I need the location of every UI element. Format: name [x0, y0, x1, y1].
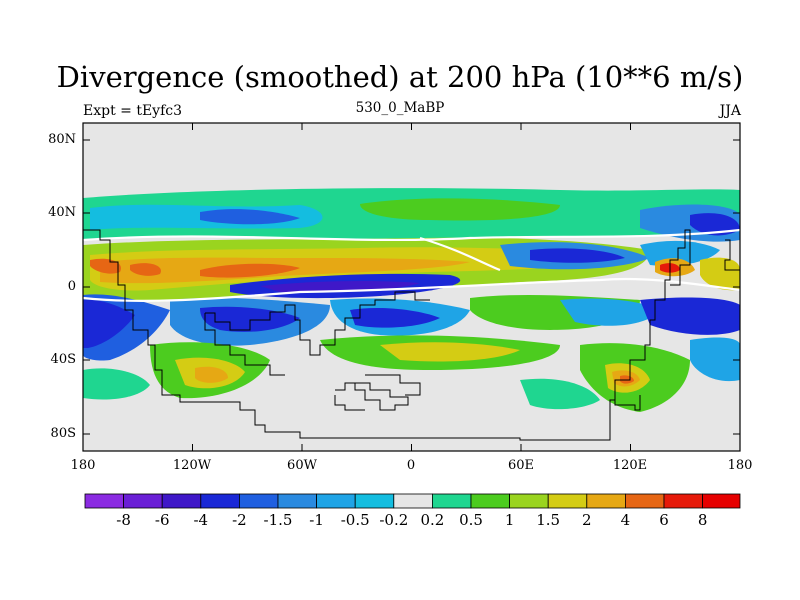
colorbar-box-14	[625, 493, 665, 509]
colorbar-box-4	[238, 493, 279, 509]
colorbar-label: 2	[582, 511, 592, 529]
colorbar-box-3	[200, 493, 240, 509]
colorbar-box-0	[84, 493, 124, 509]
colorbar-label: -8	[116, 511, 131, 529]
lon-label-0: 0	[406, 458, 416, 473]
colorbar-box-5	[277, 493, 317, 509]
colorbar-label: -0.5	[340, 511, 370, 529]
lon-label-60w: 60W	[287, 458, 317, 473]
lat-label-40n: 40N	[48, 205, 76, 220]
lat-label-40s: 40S	[50, 352, 76, 367]
colorbar-label: 4	[620, 511, 631, 529]
colorbar-label: -1	[309, 511, 324, 529]
lon-label-180e: 180	[727, 458, 753, 473]
colorbar-box-7	[354, 493, 395, 509]
lon-label-60e: 60E	[507, 458, 535, 473]
colorbar-box-15	[663, 493, 703, 509]
colorbar-box-1	[123, 493, 163, 509]
colorbar-box-8	[393, 493, 433, 509]
lon-label-180w: 180	[70, 458, 96, 473]
divergence-field	[83, 188, 740, 412]
colorbar-label: -4	[193, 511, 209, 529]
colorbar-label: 0.5	[459, 511, 483, 529]
experiment-label: Expt = tEyfc3	[83, 103, 183, 119]
colorbar-label: 1.5	[536, 511, 561, 529]
colorbar-box-9	[431, 493, 472, 509]
case-label: 530_0_MaBP	[355, 100, 445, 116]
zero-contours	[83, 228, 740, 302]
plot-title: Divergence (smoothed) at 200 hPa (10**6 …	[56, 60, 744, 94]
colorbar-box-16	[702, 493, 741, 509]
colorbar-label: 1	[504, 511, 515, 529]
colorbar-box-11	[509, 493, 549, 509]
coastlines	[83, 229, 740, 441]
colorbar-box-12	[547, 493, 588, 509]
axis-ticks	[82, 123, 741, 451]
colorbar-label: -0.2	[379, 511, 409, 529]
lat-label-80s: 80S	[50, 426, 76, 441]
lon-label-120w: 120W	[172, 458, 212, 473]
colorbar-box-13	[586, 493, 626, 509]
colorbar-box-6	[316, 493, 356, 509]
colorbar-label: -2	[232, 511, 247, 529]
colorbar-label: 6	[659, 511, 669, 529]
lat-label-80n: 80N	[48, 132, 76, 147]
colorbar-box-2	[161, 493, 202, 509]
colorbar-label: -1.5	[263, 511, 293, 529]
colorbar-label: 8	[697, 511, 708, 529]
lon-label-120e: 120E	[612, 458, 648, 473]
colorbar-box-10	[470, 493, 510, 509]
lat-label-0: 0	[67, 279, 76, 294]
colorbar	[84, 493, 741, 509]
season-label: JJA	[719, 103, 741, 119]
colorbar-label: 0.2	[420, 511, 445, 529]
colorbar-label: -6	[154, 511, 170, 529]
